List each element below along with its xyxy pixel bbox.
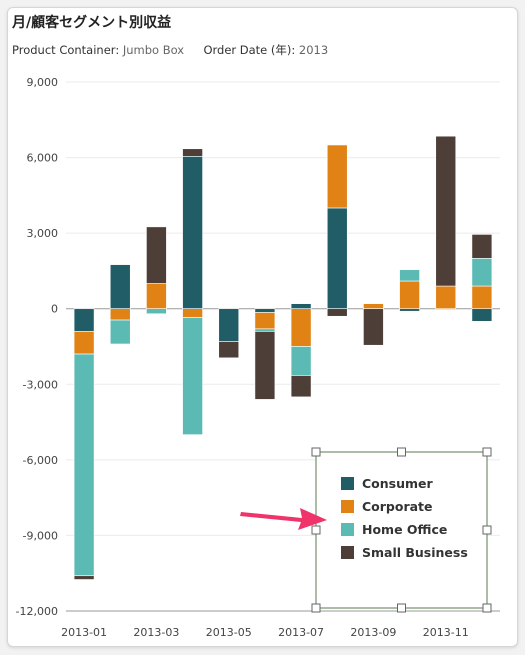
- bar-segment: [254, 308, 276, 313]
- y-tick-label: 9,000: [27, 76, 59, 89]
- filter-value-order-date: 2013: [298, 43, 329, 57]
- bar-segment: [363, 308, 384, 346]
- resize-handle: [397, 603, 406, 613]
- x-tick-label: 2013-03: [133, 626, 179, 639]
- bar-segment: [254, 328, 276, 332]
- bar-segment: [254, 312, 276, 330]
- bar-segment: [363, 303, 384, 310]
- x-tick-label: 2013-07: [278, 626, 324, 639]
- legend-label: Home Office: [362, 522, 447, 537]
- resize-handle: [311, 525, 321, 535]
- bar-segment: [218, 308, 240, 342]
- bar-segment: [182, 308, 203, 318]
- x-tick-label: 2013-01: [61, 626, 107, 639]
- bar-segment: [326, 144, 348, 209]
- bar-segment: [471, 285, 493, 310]
- legend-swatch: [341, 500, 354, 513]
- filter-value-product-container: Jumbo Box: [122, 43, 185, 57]
- bar-segment: [326, 308, 348, 317]
- legend-swatch: [341, 477, 354, 490]
- bar-segment: [109, 264, 131, 310]
- x-tick-label: 2013-05: [206, 626, 252, 639]
- y-tick-label: -3,000: [23, 378, 58, 391]
- bar-segment: [399, 308, 420, 312]
- bar-segment: [73, 575, 95, 580]
- legend-label: Consumer: [362, 476, 434, 491]
- bar-segment: [290, 346, 312, 376]
- bar-segment: [435, 135, 457, 287]
- resize-handle: [397, 447, 406, 457]
- legend-label: Small Business: [362, 545, 468, 560]
- bar-segment: [435, 285, 457, 310]
- bar-segment: [471, 234, 493, 259]
- resize-handle: [311, 447, 321, 457]
- resize-handle: [482, 603, 492, 613]
- y-tick-label: 3,000: [27, 227, 59, 240]
- bar-segment: [218, 341, 240, 359]
- bar-segment: [290, 308, 312, 347]
- filter-label-order-date: Order Date (年):: [203, 43, 296, 57]
- bar-segment: [326, 207, 348, 310]
- bar-segment: [182, 317, 203, 435]
- bar-segment: [109, 308, 131, 321]
- y-tick-label: -6,000: [23, 454, 58, 467]
- filter-summary: Product Container: Jumbo Box Order Date …: [12, 42, 328, 58]
- bar-segment: [254, 331, 276, 400]
- legend-label: Corporate: [362, 499, 433, 514]
- bar-segment: [471, 258, 493, 287]
- y-tick-label: 0: [51, 303, 58, 316]
- y-tick-label: -9,000: [23, 529, 58, 542]
- bar-segment: [146, 226, 167, 284]
- resize-handle: [311, 603, 321, 613]
- resize-handle: [482, 525, 492, 535]
- bar-segment: [73, 353, 95, 577]
- bar-segment: [182, 156, 203, 310]
- y-tick-label: -12,000: [16, 605, 58, 618]
- bar-segment: [146, 308, 167, 315]
- arrow-annotation: [240, 508, 327, 530]
- legend-swatch: [341, 546, 354, 559]
- bar-segment: [471, 308, 493, 322]
- bar-segment: [146, 283, 167, 310]
- bar-segment: [73, 308, 95, 332]
- y-tick-label: 6,000: [27, 152, 59, 165]
- bar-segment: [290, 375, 312, 398]
- filter-label-product-container: Product Container:: [12, 43, 120, 57]
- resize-handle: [482, 447, 492, 457]
- chart-title: 月/顧客セグメント別収益: [12, 15, 172, 31]
- bar-segment: [109, 319, 131, 345]
- x-tick-label: 2013-09: [350, 626, 396, 639]
- bar-segment: [399, 269, 420, 282]
- x-tick-label: 2013-11: [423, 626, 469, 639]
- legend-swatch: [341, 523, 354, 536]
- bar-segment: [73, 331, 95, 355]
- bar-segment: [182, 148, 203, 157]
- bar-segment: [290, 303, 312, 310]
- bar-segment: [399, 280, 420, 310]
